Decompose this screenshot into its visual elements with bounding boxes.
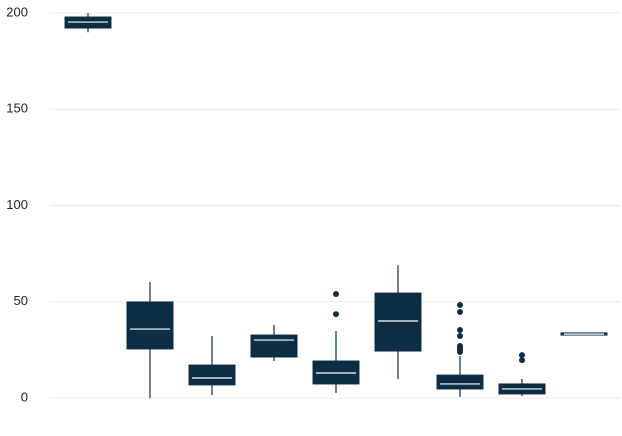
outlier bbox=[457, 333, 463, 340]
outlier bbox=[519, 352, 525, 359]
outlier bbox=[457, 302, 463, 309]
box bbox=[436, 374, 484, 390]
y-tick-label: 0 bbox=[21, 389, 28, 404]
y-tick-label: 150 bbox=[6, 101, 28, 116]
outlier bbox=[457, 308, 463, 315]
outlier bbox=[333, 291, 339, 298]
box bbox=[250, 334, 298, 358]
box bbox=[126, 301, 174, 350]
y-tick-label: 50 bbox=[14, 293, 28, 308]
box bbox=[374, 292, 422, 352]
box bbox=[188, 364, 236, 386]
outlier bbox=[519, 357, 525, 364]
outlier bbox=[457, 348, 463, 355]
y-tick-label: 200 bbox=[6, 4, 28, 19]
y-tick-label: 100 bbox=[6, 197, 28, 212]
outlier bbox=[457, 327, 463, 334]
outlier bbox=[333, 311, 339, 318]
